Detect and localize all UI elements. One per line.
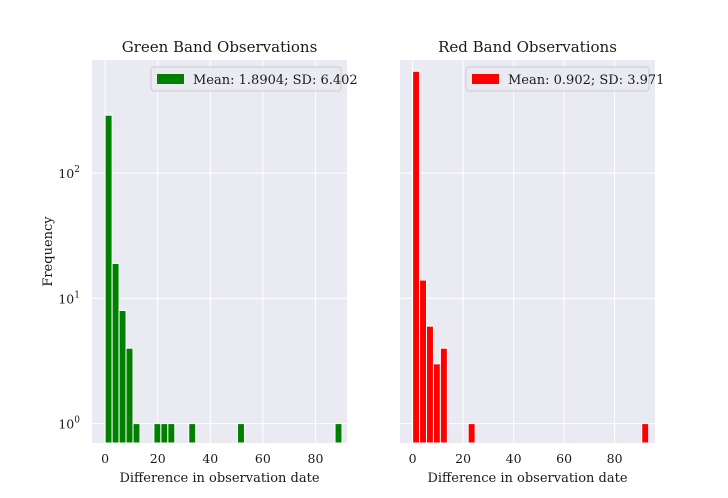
histogram-bar bbox=[426, 325, 434, 444]
x-tick-label: 80 bbox=[607, 451, 623, 466]
y-axis-label: Frequency bbox=[41, 216, 56, 287]
histogram-bar bbox=[439, 347, 448, 444]
histogram-bar bbox=[412, 70, 421, 444]
histogram-bar bbox=[125, 347, 134, 444]
legend: Mean: 1.8904; SD: 6.402 bbox=[150, 66, 358, 92]
chart-title: Green Band Observations bbox=[122, 38, 318, 56]
histogram-bar bbox=[432, 363, 441, 444]
x-axis-label: Difference in observation date bbox=[119, 471, 319, 486]
histogram-bar bbox=[188, 423, 197, 444]
x-tick-label: 40 bbox=[506, 451, 522, 466]
plot-background bbox=[92, 60, 347, 443]
histogram-bar bbox=[160, 423, 169, 444]
histogram-bar bbox=[641, 423, 650, 444]
legend-box bbox=[465, 66, 650, 92]
chart-panel-2: 0 20 40 60 80 Red Band Observations Difference… bbox=[400, 38, 664, 486]
histogram-bar bbox=[111, 262, 120, 444]
x-tick-label: 60 bbox=[556, 451, 572, 466]
histogram-bar bbox=[419, 279, 428, 444]
histogram-bar bbox=[467, 423, 476, 444]
histogram-bar bbox=[167, 423, 176, 444]
histogram-bar bbox=[334, 423, 343, 444]
legend-label: Mean: 1.8904; SD: 6.402 bbox=[193, 73, 358, 88]
histogram-bar bbox=[118, 309, 127, 444]
chart-title: Red Band Observations bbox=[438, 38, 617, 56]
x-tick-label: 60 bbox=[255, 451, 271, 466]
histogram-bar bbox=[132, 423, 141, 444]
legend: Mean: 0.902; SD: 3.971 bbox=[465, 66, 664, 92]
x-tick-label: 0 bbox=[101, 451, 109, 466]
legend-box bbox=[150, 66, 342, 92]
x-tick-label: 80 bbox=[308, 451, 324, 466]
x-tick-label: 40 bbox=[202, 451, 218, 466]
histogram-bar bbox=[104, 114, 113, 444]
x-tick-label: 20 bbox=[455, 451, 471, 466]
x-tick-label: 0 bbox=[409, 451, 417, 466]
histogram-bar bbox=[237, 423, 245, 444]
chart-panel-1: 0 20 40 60 80 100 101 102 Green Band Observation… bbox=[41, 38, 358, 486]
legend-label: Mean: 0.902; SD: 3.971 bbox=[508, 73, 664, 88]
y-tick-label: 101 bbox=[58, 290, 80, 306]
y-tick-label: 100 bbox=[58, 416, 80, 432]
x-tick-label: 20 bbox=[150, 451, 166, 466]
legend-swatch bbox=[157, 74, 184, 84]
x-axis-label: Difference in observation date bbox=[427, 471, 627, 486]
legend-swatch bbox=[472, 74, 499, 84]
histogram-bar bbox=[153, 423, 162, 444]
y-tick-label: 102 bbox=[58, 165, 80, 181]
